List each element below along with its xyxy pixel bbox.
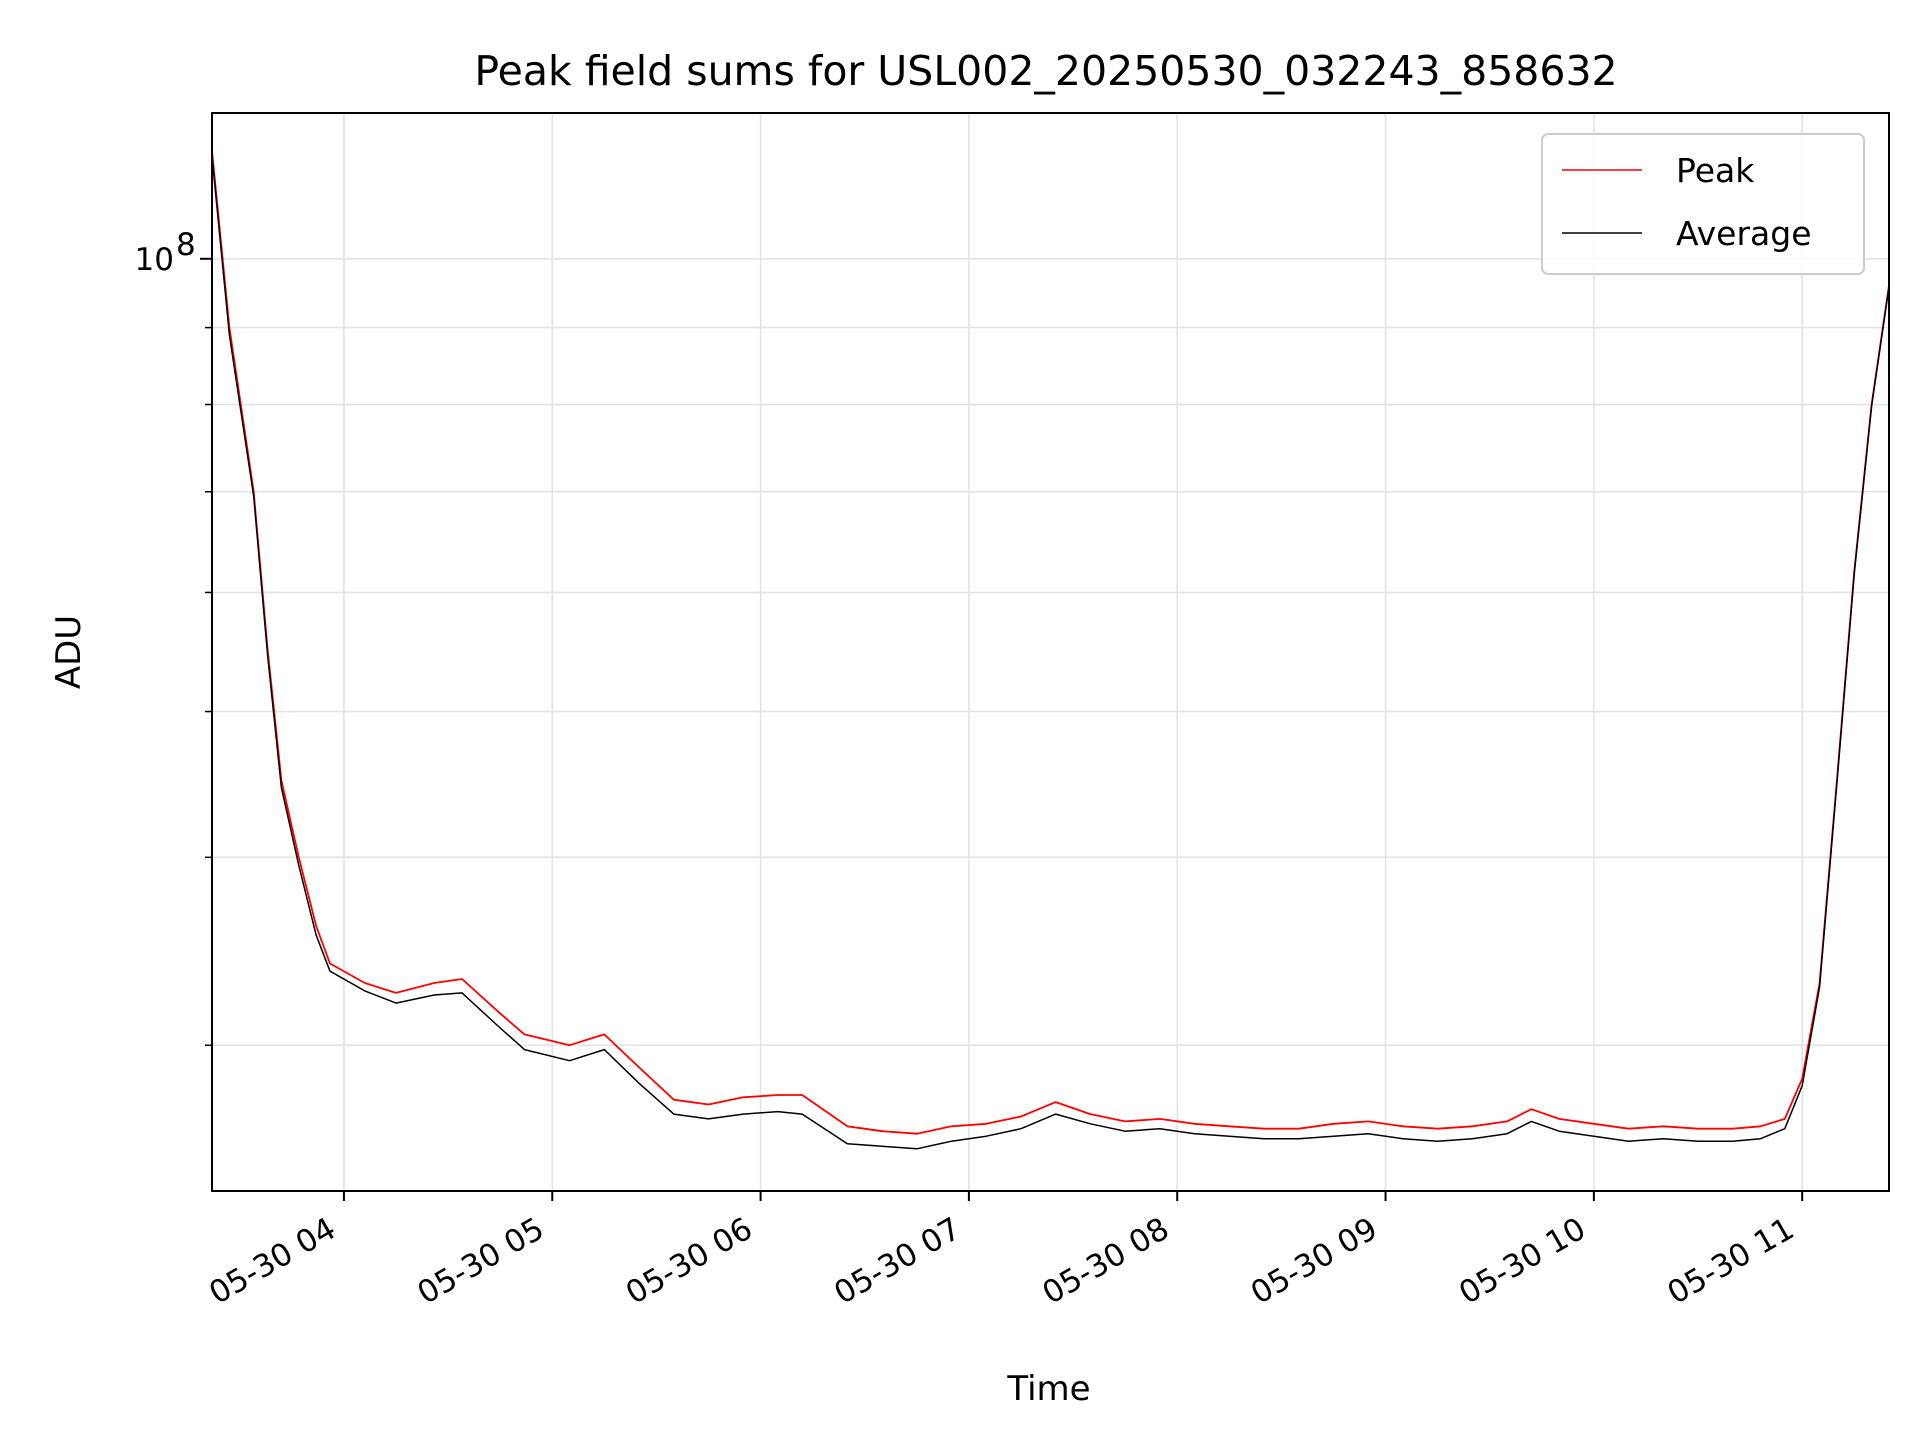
y-axis: 10 8	[135, 227, 212, 1046]
x-axis-title: Time	[1006, 1369, 1090, 1409]
series-line-average	[212, 156, 1889, 1150]
legend: Peak Average	[1541, 133, 1865, 275]
legend-box	[1541, 133, 1865, 275]
chart-title: Peak field sums for USL002_20250530_0322…	[474, 47, 1617, 95]
y-tick-label: 10	[135, 242, 174, 278]
grid	[212, 113, 1889, 1191]
legend-label-average: Average	[1676, 214, 1812, 253]
y-tick-label-exponent: 8	[176, 227, 196, 263]
series-layer	[212, 150, 1889, 1150]
y-axis-title: ADU	[49, 615, 89, 689]
series-line-peak	[212, 150, 1889, 1135]
legend-label-peak: Peak	[1676, 151, 1755, 190]
plot-frame	[211, 112, 1890, 1192]
